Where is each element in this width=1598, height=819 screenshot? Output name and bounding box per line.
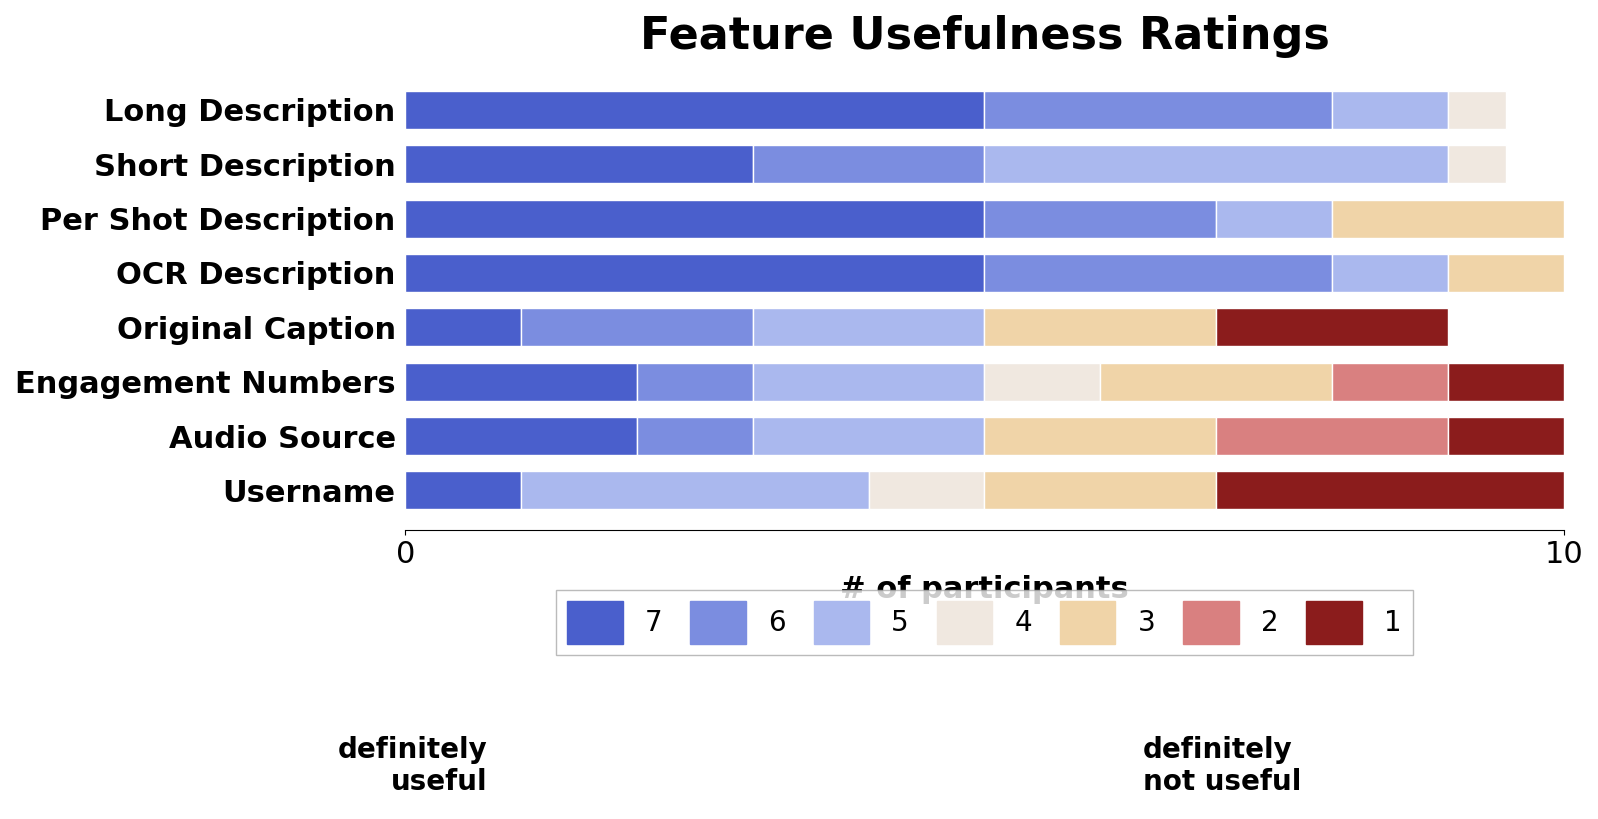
Bar	[1333, 363, 1448, 400]
Bar	[1216, 308, 1448, 346]
Bar	[984, 200, 1216, 238]
Bar	[1216, 472, 1563, 509]
Bar	[406, 200, 984, 238]
Bar	[753, 308, 984, 346]
Bar	[1216, 200, 1333, 238]
X-axis label: # of participants: # of participants	[841, 575, 1128, 604]
Bar	[984, 145, 1448, 183]
Bar	[984, 308, 1216, 346]
Bar	[1448, 254, 1563, 292]
Bar	[753, 417, 984, 455]
Text: definitely
useful: definitely useful	[337, 735, 487, 796]
Bar	[406, 254, 984, 292]
Bar	[406, 308, 521, 346]
Bar	[406, 472, 521, 509]
Bar	[1448, 145, 1505, 183]
Bar	[406, 363, 638, 400]
Bar	[1448, 363, 1563, 400]
Bar	[984, 91, 1333, 129]
Bar	[869, 472, 984, 509]
Bar	[1216, 417, 1448, 455]
Title: Feature Usefulness Ratings: Feature Usefulness Ratings	[639, 15, 1330, 58]
Bar	[1448, 417, 1563, 455]
Bar	[638, 363, 753, 400]
Bar	[521, 308, 753, 346]
Bar	[406, 417, 638, 455]
Bar	[406, 91, 984, 129]
Bar	[984, 363, 1101, 400]
Bar	[1333, 91, 1448, 129]
Bar	[406, 145, 753, 183]
Bar	[1101, 363, 1333, 400]
Legend: 7, 6, 5, 4, 3, 2, 1: 7, 6, 5, 4, 3, 2, 1	[556, 590, 1413, 654]
Bar	[984, 417, 1216, 455]
Bar	[753, 363, 984, 400]
Bar	[984, 472, 1216, 509]
Bar	[753, 145, 984, 183]
Text: definitely
not useful: definitely not useful	[1143, 735, 1301, 796]
Bar	[1333, 254, 1448, 292]
Bar	[638, 417, 753, 455]
Bar	[1333, 200, 1563, 238]
Bar	[984, 254, 1333, 292]
Bar	[1448, 91, 1505, 129]
Bar	[521, 472, 869, 509]
